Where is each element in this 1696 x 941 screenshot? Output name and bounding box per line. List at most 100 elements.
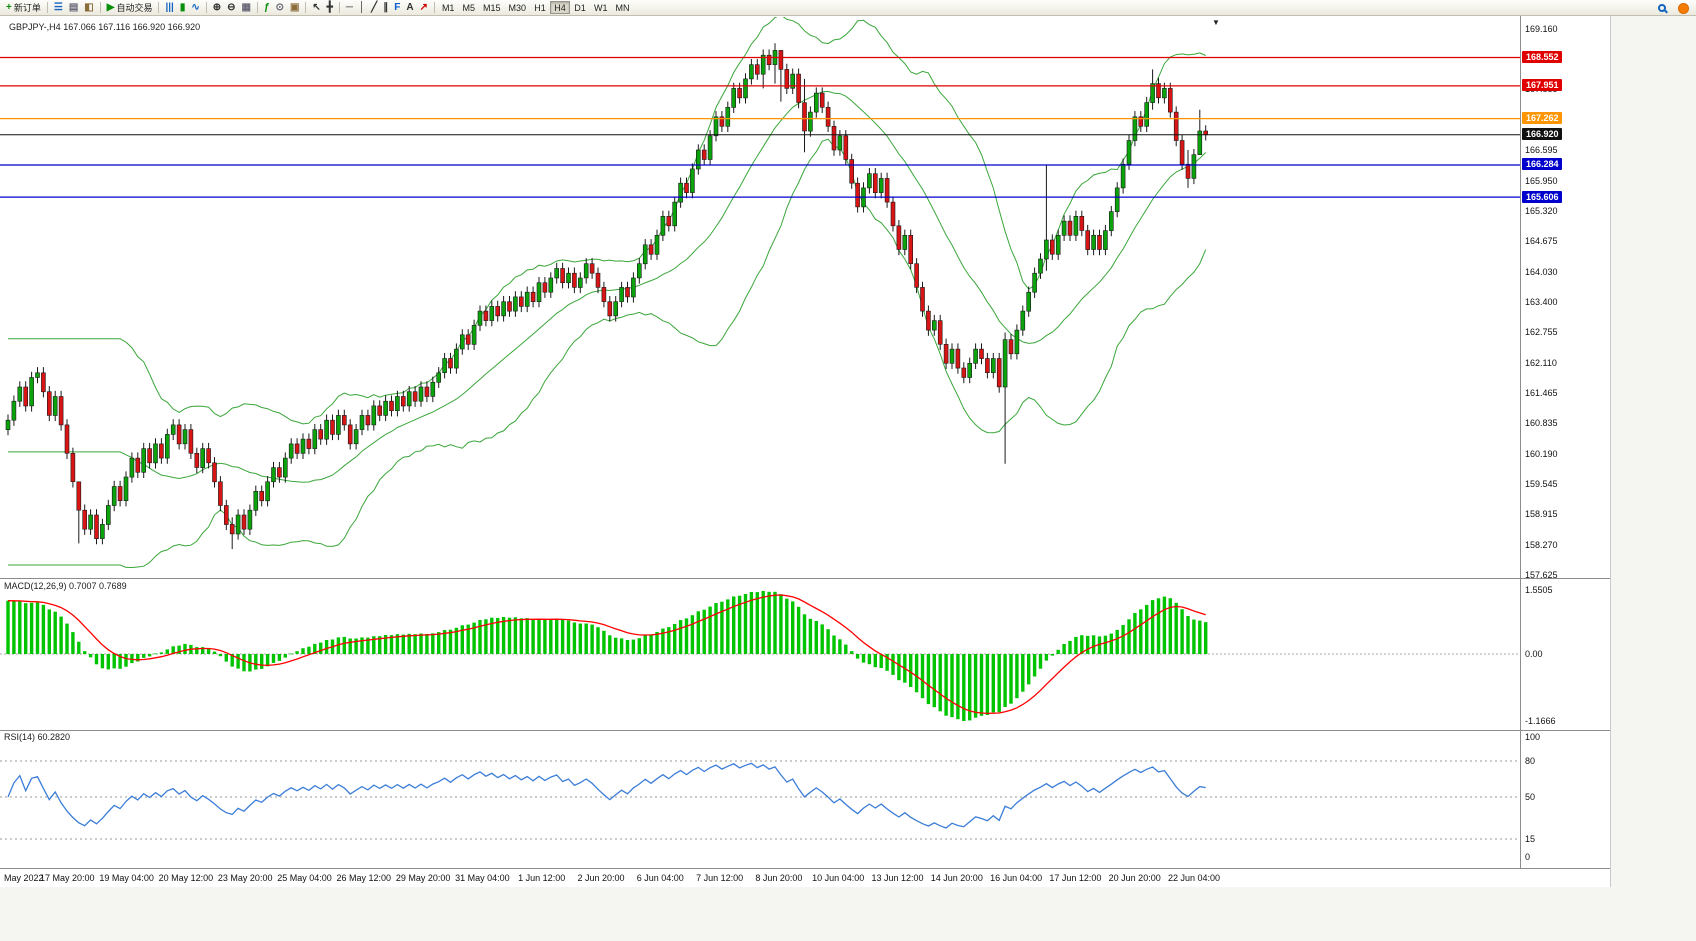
bar-chart-icon: ||| (165, 2, 174, 13)
line-chart-button[interactable]: ∿ (188, 1, 202, 15)
time-tick-label: 20 Jun 20:00 (1108, 873, 1161, 883)
market-watch-button[interactable]: ☰ (51, 1, 66, 15)
search-icon (1658, 4, 1666, 12)
price-tick-label: 164.030 (1525, 266, 1558, 277)
trendline-button[interactable]: ╱ (368, 1, 380, 15)
time-tick-label: 20 May 12:00 (158, 873, 214, 883)
panel-frame (0, 16, 1611, 887)
zoom-in-icon: ⊕ (212, 2, 222, 13)
rsi-line (7, 762, 1206, 829)
toolbar: + 新订单 ☰ ▤ ◧ ▶ 自动交易 ||| ▮ ∿ ⊕ ⊖ ▦ ƒ ⊙ ▣ ↖ ╋ ─ │ ╱ ∥ F A ↗ M1 M5 M15 M… (0, 0, 1696, 16)
text-button[interactable]: A (403, 1, 416, 15)
timeframe-m30-button[interactable]: M30 (504, 1, 530, 14)
timeframe-w1-button[interactable]: W1 (590, 1, 612, 14)
toolbar-separator (338, 2, 340, 13)
cursor-button[interactable]: ↖ (309, 1, 323, 15)
toolbar-separator (158, 2, 160, 13)
community-button[interactable] (1675, 1, 1692, 15)
price-line-badge: 167.951 (1522, 79, 1562, 92)
rsi-scale-label: 80 (1525, 756, 1536, 766)
time-tick-label: 2 Jun 20:00 (577, 873, 625, 883)
timeframe-d1-button[interactable]: D1 (570, 1, 590, 14)
price-tick-label: 165.950 (1525, 175, 1558, 186)
price-axis: 169.160168.530167.885167.240166.595165.9… (1522, 0, 1610, 902)
auto-trading-button[interactable]: ▶ 自动交易 (104, 1, 156, 15)
timeframe-m15-button[interactable]: M15 (479, 1, 505, 14)
price-pane (0, 17, 1520, 569)
timeframe-h4-button[interactable]: H4 (550, 1, 570, 14)
indicators-button[interactable]: ƒ (261, 1, 273, 15)
time-tick-label: 29 May 20:00 (395, 873, 451, 883)
chart-shift-marker[interactable]: ▼ (1212, 18, 1220, 27)
search-button[interactable] (1655, 1, 1669, 15)
periods-icon: ⊙ (275, 2, 284, 13)
data-window-button[interactable]: ▤ (66, 1, 81, 15)
price-line-badge: 165.606 (1522, 190, 1562, 203)
rsi-pane (0, 760, 1520, 840)
community-icon (1678, 2, 1689, 14)
rsi-scale-label: 50 (1525, 792, 1536, 802)
timeframe-mn-button[interactable]: MN (612, 1, 634, 14)
price-tick-label: 158.270 (1525, 539, 1558, 550)
price-tick-label: 169.160 (1525, 23, 1558, 34)
vertical-line-button[interactable]: │ (356, 1, 368, 15)
templates-icon: ▣ (289, 2, 300, 13)
auto-trading-label: 自动交易 (116, 3, 153, 13)
time-tick-label: 6 Jun 04:00 (636, 873, 684, 883)
timeframe-m1-button[interactable]: M1 (438, 1, 459, 14)
templates-button[interactable]: ▣ (287, 1, 302, 15)
candlestick-chart-button[interactable]: ▮ (177, 1, 189, 15)
price-tick-label: 157.625 (1525, 570, 1558, 581)
bar-chart-button[interactable]: ||| (162, 1, 176, 15)
rsi-label: RSI(14) 60.2820 (4, 732, 71, 742)
time-tick-label: 17 Jun 12:00 (1049, 873, 1102, 883)
rsi-scale-label: 15 (1525, 834, 1536, 844)
chart-canvas[interactable] (0, 16, 1696, 941)
chart-ohlc-label: GBPJPY-,H4 167.066 167.116 166.920 166.9… (9, 22, 201, 32)
horizontal-line-button[interactable]: ─ (343, 1, 356, 15)
trendline-icon: ╱ (371, 2, 378, 13)
rsi-scale-label: 0 (1525, 852, 1531, 862)
text-icon: A (406, 2, 414, 13)
bollinger-band-line (8, 138, 1207, 569)
zoom-out-button[interactable]: ⊖ (224, 1, 238, 15)
arrows-button[interactable]: ↗ (417, 1, 431, 15)
fibonacci-button[interactable]: F (391, 1, 403, 15)
channel-button[interactable]: ∥ (380, 1, 391, 15)
indicators-icon: ƒ (264, 2, 270, 13)
zoom-out-icon: ⊖ (227, 2, 236, 13)
toolbar-separator (433, 2, 435, 13)
price-tick-label: 166.595 (1525, 145, 1558, 156)
tile-windows-button[interactable]: ▦ (239, 1, 254, 15)
time-tick-label: 7 Jun 12:00 (696, 873, 744, 883)
zoom-in-button[interactable]: ⊕ (210, 1, 224, 15)
macd-label: MACD(12,26,9) 0.7007 0.7689 (4, 581, 127, 591)
price-tick-label: 165.320 (1525, 205, 1558, 216)
channel-icon: ∥ (383, 2, 389, 13)
price-line-badge: 167.262 (1522, 112, 1562, 125)
time-tick-label: 23 May 20:00 (217, 873, 273, 883)
navigator-button[interactable]: ◧ (81, 1, 96, 15)
price-tick-label: 162.110 (1525, 357, 1557, 368)
line-chart-icon: ∿ (191, 2, 200, 13)
price-tick-label: 159.545 (1525, 479, 1558, 490)
crosshair-button[interactable]: ╋ (324, 1, 336, 15)
price-tick-label: 160.835 (1525, 418, 1558, 429)
time-tick-label: 26 May 12:00 (336, 873, 392, 883)
macd-scale-label: 1.5505 (1525, 585, 1553, 595)
macd-histogram (6, 591, 1208, 721)
time-tick-label: 17 May 20:00 (40, 873, 95, 883)
toolbar-right (1655, 1, 1692, 15)
time-tick-label: 13 Jun 12:00 (871, 873, 924, 883)
timeframe-m5-button[interactable]: M5 (458, 1, 479, 14)
candlestick-chart-icon: ▮ (179, 2, 186, 13)
timeframe-h1-button[interactable]: H1 (530, 1, 550, 14)
cursor-icon: ↖ (312, 2, 321, 13)
time-tick-label: 31 May 04:00 (455, 873, 510, 883)
periods-button[interactable]: ⊙ (273, 1, 287, 15)
price-tick-label: 161.465 (1525, 388, 1558, 399)
toolbar-separator (46, 2, 48, 13)
macd-pane (0, 591, 1520, 721)
new-order-button[interactable]: + 新订单 (3, 1, 44, 15)
toolbar-separator (305, 2, 307, 13)
